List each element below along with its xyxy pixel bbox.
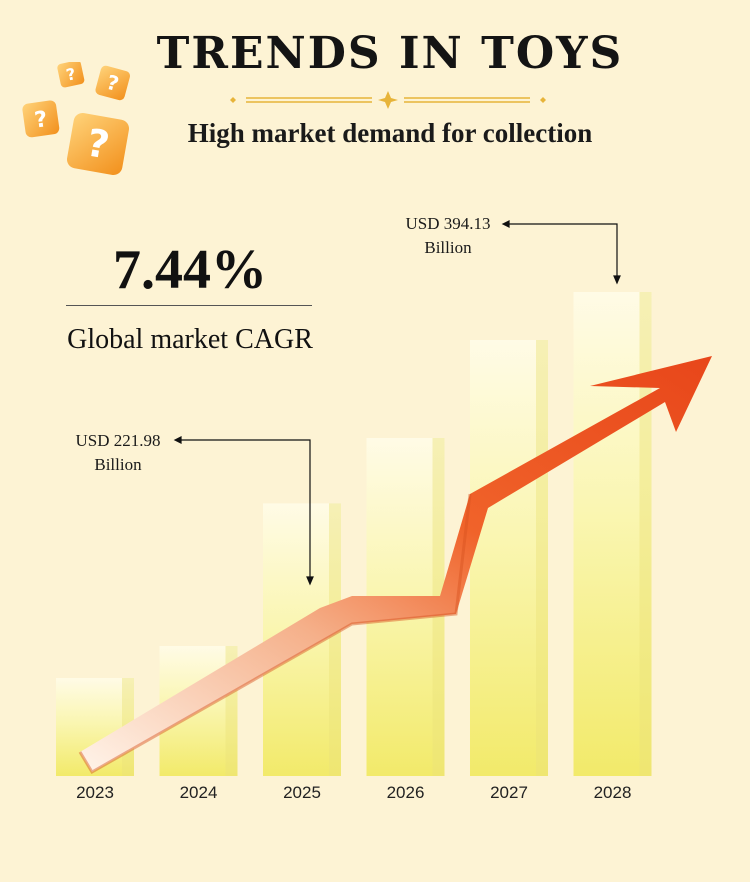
callout-2028-line1: USD 394.13: [405, 214, 491, 233]
bar-2028: [573, 292, 652, 776]
bar-2027: [470, 340, 548, 776]
trend-arrow: [78, 356, 712, 775]
bar-side-2025: [329, 503, 341, 776]
callout-2028: USD 394.13 Billion: [388, 212, 508, 260]
callout-2025: USD 221.98 Billion: [58, 429, 178, 477]
cagr-divider: [66, 305, 312, 306]
tick-label-2025: 2025: [283, 783, 321, 802]
question-dice-icon: ? ? ? ?: [22, 62, 130, 176]
tick-label-2026: 2026: [387, 783, 425, 802]
tick-label-2027: 2027: [490, 783, 528, 802]
page-subtitle: High market demand for collection: [187, 118, 593, 148]
bar-side-2028: [639, 292, 652, 776]
svg-text:?: ?: [33, 107, 49, 134]
bar-side-2027: [536, 340, 548, 776]
sparkle-icon: [230, 91, 546, 109]
tick-label-2028: 2028: [594, 783, 632, 802]
decorative-divider: [230, 91, 546, 109]
tick-label-2023: 2023: [76, 783, 114, 802]
tick-label-2024: 2024: [180, 783, 218, 802]
cagr-label: Global market CAGR: [67, 324, 313, 355]
callout-2025-line1: USD 221.98: [75, 431, 161, 450]
page-title: TRENDS IN TOYS: [156, 28, 624, 79]
callout-2028-line2: Billion: [424, 238, 472, 257]
cagr-value: 7.44%: [113, 239, 267, 301]
svg-text:?: ?: [64, 64, 77, 85]
callout-2025-line2: Billion: [94, 455, 142, 474]
